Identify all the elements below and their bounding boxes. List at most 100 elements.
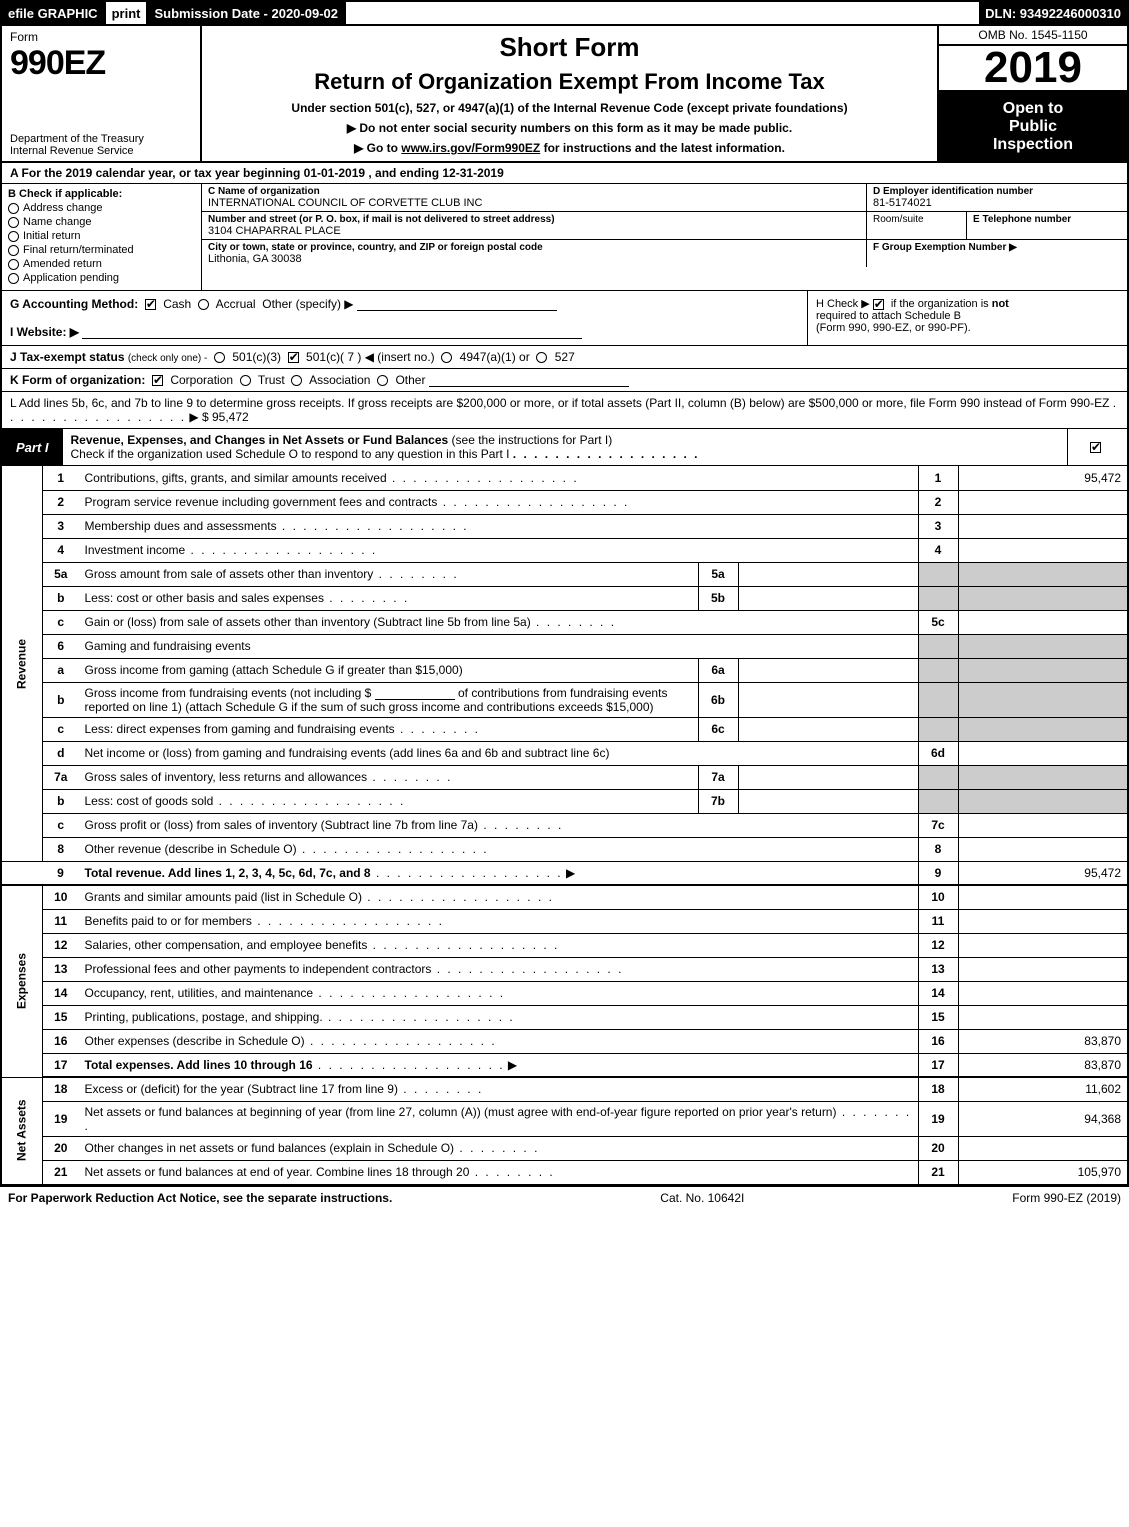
chk-address-change[interactable]	[8, 203, 19, 214]
title-short-form: Short Form	[212, 32, 927, 63]
d-value: 81-5174021	[873, 197, 1121, 209]
lbl-initial-return: Initial return	[23, 230, 80, 242]
sbv-5a	[738, 562, 918, 586]
part1-header: Part I Revenue, Expenses, and Changes in…	[0, 429, 1129, 466]
c-city-label: City or town, state or province, country…	[208, 242, 860, 253]
j-sub: (check only one) -	[128, 353, 207, 364]
c-addr-value: 3104 CHAPARRAL PLACE	[208, 225, 860, 237]
row-7a: 7a Gross sales of inventory, less return…	[1, 765, 1128, 789]
sb-7b: 7b	[698, 789, 738, 813]
lnum-21: 21	[43, 1160, 79, 1184]
col-11: 11	[918, 909, 958, 933]
website-field[interactable]	[82, 325, 582, 339]
lnum-16: 16	[43, 1029, 79, 1053]
row-5c: c Gain or (loss) from sale of assets oth…	[1, 610, 1128, 634]
chk-application-pending[interactable]	[8, 273, 19, 284]
row-5a: 5a Gross amount from sale of assets othe…	[1, 562, 1128, 586]
col-10: 10	[918, 885, 958, 909]
part1-title-wrap: Revenue, Expenses, and Changes in Net As…	[63, 429, 1067, 465]
col-7a-shaded	[918, 765, 958, 789]
lbl-name-change: Name change	[23, 216, 92, 228]
amt-21: 105,970	[958, 1160, 1128, 1184]
j-label: J Tax-exempt status	[10, 350, 125, 364]
chk-cash[interactable]	[145, 299, 156, 310]
chk-accrual[interactable]	[198, 299, 209, 310]
chk-trust[interactable]	[240, 375, 251, 386]
part1-table: Revenue 1 Contributions, gifts, grants, …	[0, 466, 1129, 1185]
other-org-field[interactable]	[429, 373, 629, 387]
title-return: Return of Organization Exempt From Incom…	[212, 69, 927, 95]
col-5a-shaded	[918, 562, 958, 586]
lnum-19: 19	[43, 1101, 79, 1136]
cell-c-addr: Number and street (or P. O. box, if mail…	[202, 212, 867, 239]
row-17: 17 Total expenses. Add lines 10 through …	[1, 1053, 1128, 1077]
desc-21: Net assets or fund balances at end of ye…	[85, 1165, 470, 1179]
chk-501c3[interactable]	[214, 352, 225, 363]
col-6d: 6d	[918, 741, 958, 765]
tax-year: 2019	[939, 46, 1127, 92]
amt-17: 83,870	[958, 1053, 1128, 1077]
chk-final-return[interactable]	[8, 245, 19, 256]
desc-5a: Gross amount from sale of assets other t…	[85, 567, 374, 581]
c-city-value: Lithonia, GA 30038	[208, 253, 860, 265]
desc-5c: Gain or (loss) from sale of assets other…	[85, 615, 531, 629]
submission-date: Submission Date - 2020-09-02	[148, 2, 346, 24]
lnum-13: 13	[43, 957, 79, 981]
chk-527[interactable]	[536, 352, 547, 363]
chk-501c[interactable]	[288, 352, 299, 363]
row-18: Net Assets 18 Excess or (deficit) for th…	[1, 1077, 1128, 1101]
contrib-amount-field[interactable]	[375, 686, 455, 700]
amt-11	[958, 909, 1128, 933]
chk-schedule-o[interactable]	[1090, 442, 1101, 453]
row-6c: c Less: direct expenses from gaming and …	[1, 717, 1128, 741]
col-4: 4	[918, 538, 958, 562]
row-2: 2 Program service revenue including gove…	[1, 490, 1128, 514]
d-label: D Employer identification number	[873, 186, 1121, 197]
header-right: OMB No. 1545-1150 2019 Open to Public In…	[937, 26, 1127, 161]
sbv-7a	[738, 765, 918, 789]
sb-6b: 6b	[698, 682, 738, 717]
row-13: 13 Professional fees and other payments …	[1, 957, 1128, 981]
amt-16: 83,870	[958, 1029, 1128, 1053]
lnum-6d: d	[43, 741, 79, 765]
chk-schedule-b[interactable]	[873, 299, 884, 310]
desc-18: Excess or (deficit) for the year (Subtra…	[85, 1082, 398, 1096]
row-4: 4 Investment income 4	[1, 538, 1128, 562]
chk-other-org[interactable]	[377, 375, 388, 386]
form-header: Form 990EZ Department of the Treasury In…	[0, 26, 1129, 163]
section-b-title: B Check if applicable:	[8, 188, 195, 200]
lbl-final-return: Final return/terminated	[23, 244, 134, 256]
desc-12: Salaries, other compensation, and employ…	[85, 938, 368, 952]
desc-1: Contributions, gifts, grants, and simila…	[85, 471, 387, 485]
chk-4947[interactable]	[441, 352, 452, 363]
desc-7b: Less: cost of goods sold	[85, 794, 214, 808]
lnum-6a: a	[43, 658, 79, 682]
amt-19: 94,368	[958, 1101, 1128, 1136]
note-goto: ▶ Go to www.irs.gov/Form990EZ for instru…	[212, 141, 927, 155]
row-16: 16 Other expenses (describe in Schedule …	[1, 1029, 1128, 1053]
chk-corporation[interactable]	[152, 375, 163, 386]
row-7b: b Less: cost of goods sold 7b	[1, 789, 1128, 813]
line-a-tax-year: A For the 2019 calendar year, or tax yea…	[0, 163, 1129, 184]
lnum-7b: b	[43, 789, 79, 813]
chk-initial-return[interactable]	[8, 231, 19, 242]
c-addr-label: Number and street (or P. O. box, if mail…	[208, 214, 860, 225]
chk-name-change[interactable]	[8, 217, 19, 228]
k-label: K Form of organization:	[10, 373, 145, 387]
irs-link[interactable]: www.irs.gov/Form990EZ	[401, 141, 540, 155]
amt-5b-shaded	[958, 586, 1128, 610]
desc-3: Membership dues and assessments	[85, 519, 277, 533]
cell-f: F Group Exemption Number ▶	[867, 240, 1127, 267]
amt-4	[958, 538, 1128, 562]
print-button[interactable]: print	[106, 2, 149, 24]
desc-11: Benefits paid to or for members	[85, 914, 252, 928]
amt-5c	[958, 610, 1128, 634]
efile-graphic-label: efile GRAPHIC	[2, 2, 106, 24]
chk-amended-return[interactable]	[8, 259, 19, 270]
chk-association[interactable]	[291, 375, 302, 386]
desc-13: Professional fees and other payments to …	[85, 962, 432, 976]
other-specify-field[interactable]	[357, 297, 557, 311]
vlabel-revenue: Revenue	[1, 466, 43, 861]
lnum-6c: c	[43, 717, 79, 741]
col-20: 20	[918, 1136, 958, 1160]
